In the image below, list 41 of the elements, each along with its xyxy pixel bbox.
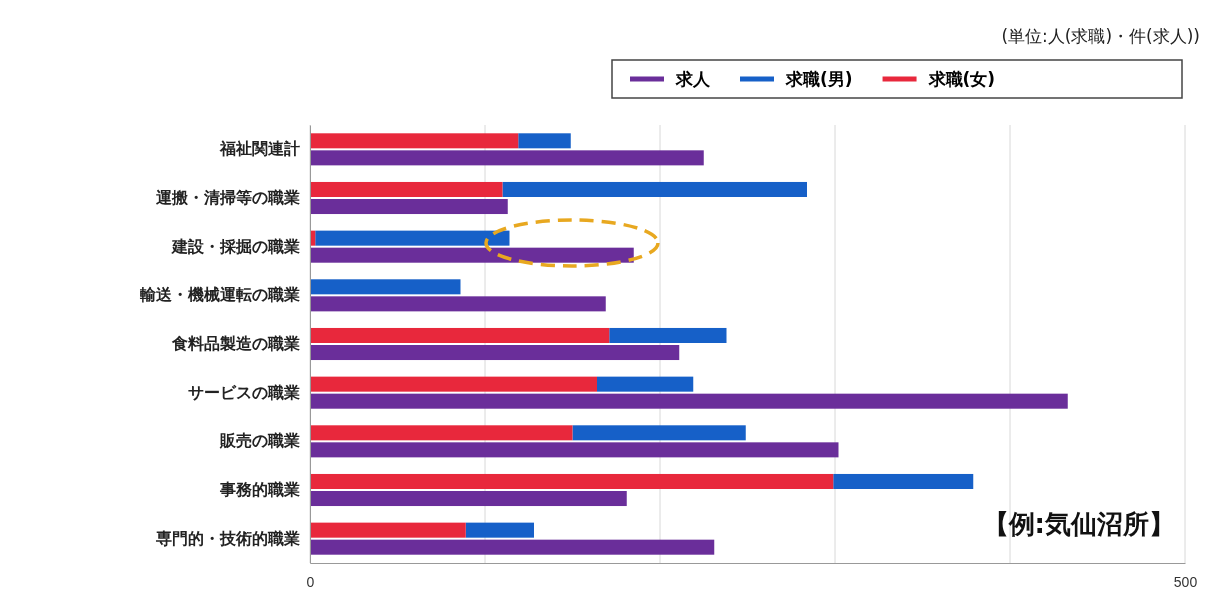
bar: [310, 279, 461, 295]
y-tick-label: サービスの職業: [188, 383, 300, 401]
y-tick-label: 専門的・技術的職業: [155, 529, 300, 547]
y-tick-label: 運搬・清掃等の職業: [155, 189, 300, 207]
bar: [597, 376, 694, 392]
x-tick-label: 0: [306, 573, 315, 590]
bar: [833, 473, 974, 489]
bar: [315, 230, 510, 246]
annotation: 【例:気仙沼所】: [982, 509, 1175, 539]
bar: [572, 425, 746, 441]
y-tick-label: 食料品製造の職業: [171, 335, 300, 353]
bar: [310, 425, 573, 441]
bar: [310, 473, 834, 489]
y-tick-label: 建設・採掘の職業: [170, 237, 300, 255]
bar: [310, 442, 839, 458]
bar: [310, 247, 634, 263]
legend-label: 求職(男): [785, 69, 853, 89]
bar: [310, 345, 680, 361]
x-tick-label: 500: [1173, 573, 1198, 590]
legend-label: 求人: [675, 69, 711, 89]
bar: [310, 296, 606, 312]
bar: [518, 133, 571, 149]
bar: [310, 150, 704, 166]
bar: [310, 491, 627, 507]
bar: [609, 327, 727, 343]
bar: [310, 393, 1068, 409]
chart-subtitle: (単位:人(求職)・件(求人)): [1001, 26, 1200, 46]
y-tick-label: 事務的職業: [219, 481, 300, 499]
y-tick-label: 販売の職業: [219, 432, 300, 450]
bar: [310, 181, 503, 197]
legend-label: 求職(女): [927, 69, 996, 89]
bar: [310, 539, 715, 555]
bar: [502, 181, 807, 197]
bar: [310, 376, 597, 392]
bar: [310, 327, 610, 343]
bar: [310, 133, 519, 149]
bar: [465, 522, 534, 538]
y-tick-label: 輸送・機械運転の職業: [139, 286, 300, 304]
y-tick-label: 福祉関連計: [219, 140, 300, 158]
bar: [310, 522, 466, 538]
bar: [310, 199, 508, 215]
